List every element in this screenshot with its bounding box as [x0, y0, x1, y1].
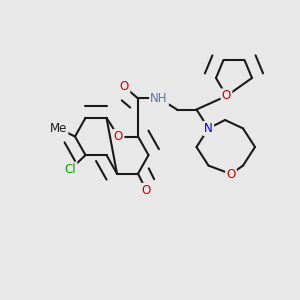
Text: O: O: [226, 167, 236, 181]
Text: O: O: [120, 80, 129, 94]
Text: NH: NH: [150, 92, 168, 105]
Text: O: O: [222, 89, 231, 103]
Text: O: O: [114, 130, 123, 143]
Text: N: N: [204, 122, 213, 135]
Text: Cl: Cl: [65, 163, 76, 176]
Text: Me: Me: [50, 122, 67, 135]
Text: O: O: [142, 184, 151, 197]
